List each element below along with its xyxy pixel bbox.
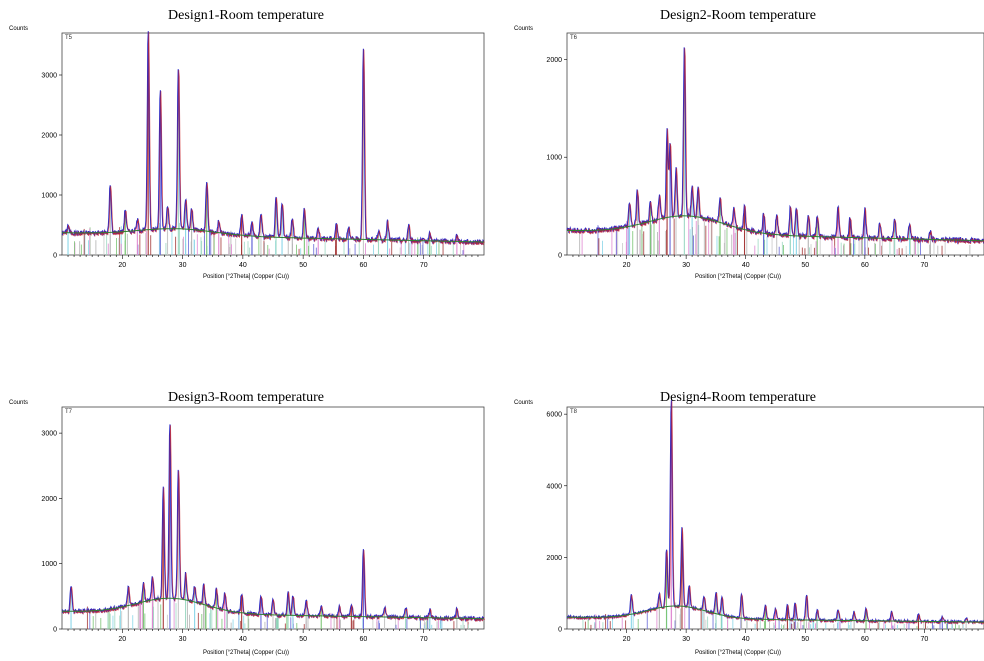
reference-sticks [579, 70, 971, 255]
y-tick-label: 0 [53, 253, 57, 260]
background-curve [62, 597, 484, 620]
plot-frame [61, 406, 485, 630]
x-tick-label: 40 [239, 262, 247, 269]
x-tick-label: 50 [801, 636, 809, 643]
chart-panel-design3: Design3-Room temperature Counts T7 20 30 4… [0, 330, 492, 660]
x-tick-label: 60 [360, 636, 368, 643]
x-tick-label: 40 [239, 636, 247, 643]
y-tick-label: 0 [53, 627, 57, 634]
diffraction-line [61, 424, 485, 623]
y-axis-label: Counts [514, 400, 534, 406]
x-tick-label: 20 [623, 262, 631, 269]
x-tick-label: 30 [682, 262, 690, 269]
x-tick-label: 60 [360, 262, 368, 269]
sample-label: T5 [65, 35, 73, 41]
x-tick-label: 50 [299, 636, 307, 643]
background-curve [566, 215, 984, 242]
fit-line [62, 425, 485, 623]
y-axis-label: Counts [9, 26, 29, 32]
x-tick-label: 30 [179, 636, 187, 643]
y-tick-label: 2000 [546, 57, 562, 64]
x-tick-label: 40 [742, 262, 750, 269]
x-axis-label: Position [°2Theta] (Copper (Cu)) [202, 650, 290, 656]
xrd-plot-svg: 20 30 40 50 60 70 0 1000 2000 [546, 32, 984, 269]
chart-title: Design2-Room temperature [660, 8, 816, 23]
x-tick-label: 30 [179, 262, 187, 269]
x-tick-label: 70 [420, 262, 428, 269]
sample-label: T7 [65, 409, 73, 415]
x-tick-label: 20 [118, 636, 126, 643]
background-curve [61, 228, 484, 243]
sample-label: T8 [570, 409, 578, 415]
x-tick-label: 20 [118, 262, 126, 269]
chart-title: Design4-Room temperature [660, 390, 816, 405]
xrd-plot-svg: 20 30 40 50 60 70 0 1000 2000 3000 [41, 406, 485, 643]
y-tick-label: 3000 [41, 73, 57, 80]
chart-title: Design3-Room temperature [168, 390, 324, 405]
y-tick-label: 2000 [41, 496, 57, 503]
y-tick-label: 1000 [41, 561, 57, 568]
x-axis-label: Position [°2Theta] (Copper (Cu)) [694, 650, 782, 656]
y-tick-label: 0 [558, 253, 562, 260]
y-tick-label: 1000 [546, 155, 562, 162]
fit-line [567, 48, 984, 245]
y-tick-label: 2000 [41, 133, 57, 140]
background-curve [567, 605, 984, 623]
x-tick-label: 40 [742, 636, 750, 643]
x-axis-label: Position [°2Theta] (Copper (Cu)) [694, 274, 782, 280]
chart-panel-design2: Design2-Room temperature Counts T6 20 30 4… [492, 0, 984, 330]
x-tick-label: 60 [861, 262, 869, 269]
xrd-plot-svg: 20 30 40 50 60 70 0 1000 2000 3000 [41, 31, 485, 269]
x-tick-label: 70 [921, 636, 929, 643]
fit-line [567, 401, 984, 626]
reference-sticks [582, 429, 967, 629]
x-tick-label: 60 [861, 636, 869, 643]
chart-panel-design4: Design4-Room temperature Counts T8 20 30 4… [492, 330, 984, 660]
x-tick-label: 50 [801, 262, 809, 269]
x-tick-label: 50 [299, 262, 307, 269]
y-tick-label: 3000 [41, 431, 57, 438]
y-tick-label: 1000 [41, 193, 57, 200]
x-axis-label: Position [°2Theta] (Copper (Cu)) [202, 274, 290, 280]
chart-title: Design1-Room temperature [168, 8, 324, 23]
sample-label: T6 [570, 35, 578, 41]
y-axis-label: Counts [9, 400, 29, 406]
y-tick-label: 4000 [546, 483, 562, 490]
x-tick-label: 70 [921, 262, 929, 269]
x-tick-label: 70 [420, 636, 428, 643]
x-tick-label: 20 [623, 636, 631, 643]
x-tick-label: 30 [682, 636, 690, 643]
y-tick-label: 2000 [546, 555, 562, 562]
xrd-plot-svg: 20 30 40 50 60 70 0 2000 4000 6000 [546, 400, 984, 643]
diffraction-line [566, 400, 984, 626]
y-tick-label: 0 [558, 627, 562, 634]
chart-panel-design1: Design1-Room temperature Counts T5 20 30 4… [0, 0, 492, 330]
y-tick-label: 6000 [546, 412, 562, 419]
y-axis-label: Counts [514, 26, 534, 32]
plot-frame [566, 406, 984, 630]
